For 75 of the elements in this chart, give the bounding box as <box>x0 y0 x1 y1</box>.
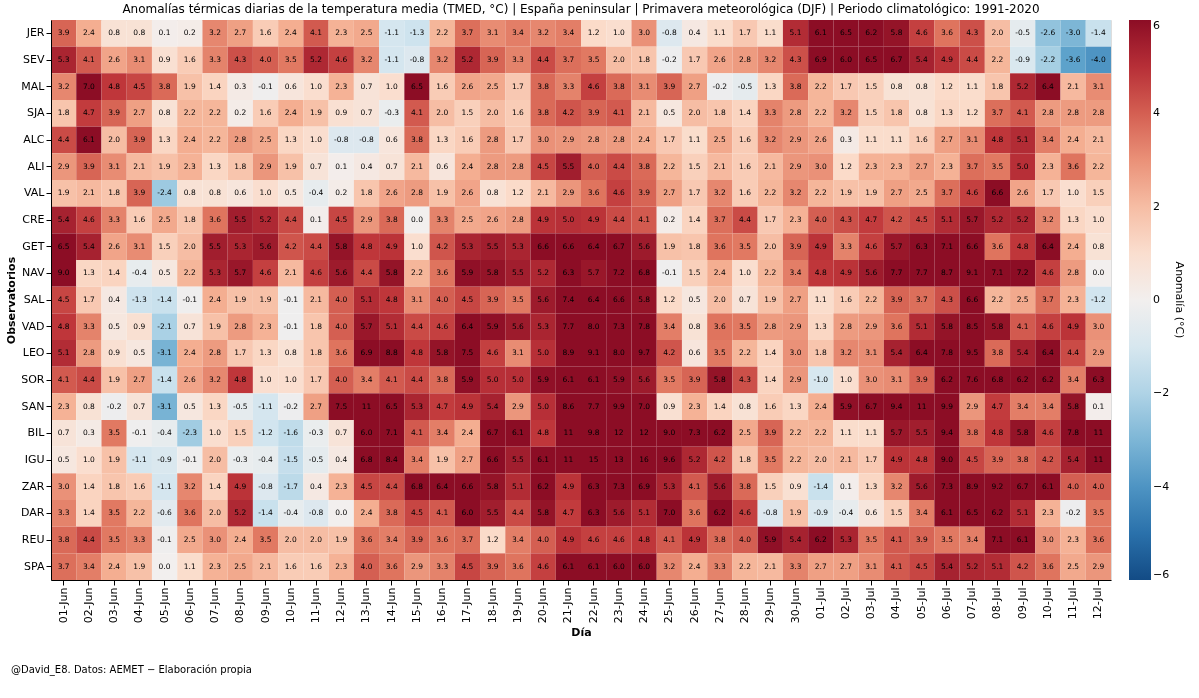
x-tick-label: 25-Jun <box>662 587 676 624</box>
y-tick-label: ALC <box>23 133 45 146</box>
y-tick-label: MAL <box>21 79 46 93</box>
x-tick-label: 12-Jun <box>334 587 348 624</box>
x-tick-label: 07-Jul <box>965 587 979 620</box>
x-tick-label: 17-Jun <box>460 587 474 624</box>
color-bar-label: 2 <box>1153 199 1160 213</box>
x-tick-label: 08-Jul <box>990 587 1004 620</box>
x-tick-label: 26-Jun <box>687 587 701 624</box>
x-tick-label: 22-Jun <box>586 587 600 624</box>
x-tick-label: 10-Jul <box>1040 587 1054 620</box>
y-tick-label: REU <box>21 533 45 546</box>
x-tick-label: 24-Jun <box>637 587 651 624</box>
x-tick-label: 28-Jun <box>738 587 752 624</box>
x-tick-label: 18-Jun <box>485 587 499 624</box>
x-tick-label: 27-Jun <box>712 587 726 624</box>
x-tick-label: 09-Jun <box>258 587 272 624</box>
x-tick-label: 05-Jun <box>157 587 171 624</box>
y-tick-label: SJA <box>26 106 45 120</box>
x-tick-label: 06-Jun <box>182 587 196 624</box>
x-tick-label: 09-Jul <box>1015 587 1029 620</box>
color-bar-label: −6 <box>1153 568 1170 581</box>
y-tick-label: DAR <box>21 506 45 520</box>
y-tick-label: SEV <box>23 53 45 66</box>
x-tick-label: 03-Jul <box>864 587 878 620</box>
y-tick-label: SAN <box>21 399 45 413</box>
x-tick-label: 04-Jun <box>132 587 146 624</box>
chart-title: Anomalías térmicas diarias de la temperatura media (TMED, °C) | España peninsular | Primavera meteorológica (DJF) | Periodo climatológico: 1991-2020 <box>122 2 1040 16</box>
x-tick-label: 21-Jun <box>561 587 575 624</box>
y-tick-label: NAV <box>21 266 45 280</box>
color-bar-label: 6 <box>1153 19 1160 32</box>
y-tick-label: LEO <box>22 346 45 360</box>
x-tick-label: 07-Jun <box>208 587 222 624</box>
x-tick-label: 11-Jul <box>1066 587 1080 620</box>
color-bar-label: 0 <box>1153 293 1160 306</box>
y-tick-label: SOR <box>21 373 45 386</box>
x-tick-label: 23-Jun <box>611 587 625 624</box>
color-bar-label: −4 <box>1153 479 1170 493</box>
y-axis-title: Observatorios <box>5 256 19 345</box>
x-tick-label: 14-Jun <box>384 587 398 624</box>
x-tick-label: 06-Jul <box>939 587 953 620</box>
y-tick-label: VAD <box>21 319 45 333</box>
x-tick-label: 01-Jul <box>813 587 827 620</box>
y-tick-label: GET <box>22 239 45 253</box>
x-tick-label: 05-Jul <box>914 587 928 620</box>
x-tick-label: 01-Jun <box>56 587 70 624</box>
y-tick-label: SPA <box>24 559 45 573</box>
x-tick-label: 12-Jul <box>1091 587 1105 620</box>
x-tick-label: 20-Jun <box>536 587 550 624</box>
y-tick-label: JER <box>25 26 45 40</box>
y-tick-label: IGU <box>24 453 45 466</box>
x-tick-label: 03-Jun <box>107 587 121 624</box>
x-tick-label: 16-Jun <box>435 587 449 624</box>
y-tick-label: BIL <box>27 426 46 440</box>
x-tick-label: 02-Jul <box>839 587 852 620</box>
x-tick-label: 19-Jun <box>510 587 524 624</box>
y-tick-label: ZAR <box>21 479 45 493</box>
x-tick-label: 08-Jun <box>233 587 247 624</box>
y-tick-label: SAL <box>23 293 46 306</box>
x-tick-label: 11-Jun <box>309 587 322 624</box>
x-tick-label: 15-Jun <box>409 587 423 624</box>
x-tick-label: 13-Jun <box>359 587 373 624</box>
y-tick-label: VAL <box>24 186 46 200</box>
x-tick-label: 10-Jun <box>283 587 297 624</box>
y-tick-label: CRE <box>22 213 45 226</box>
y-tick-label: ALI <box>27 159 45 173</box>
text: @David_E8. Datos: AEMET − Elaboración propia <box>11 664 252 676</box>
color-bar-label: −2 <box>1153 386 1170 400</box>
x-tick-label: 29-Jun <box>763 587 777 624</box>
color-bar-label: 4 <box>1153 106 1160 120</box>
x-tick-label: 04-Jul <box>889 587 903 620</box>
x-axis-title: Día <box>571 626 592 640</box>
color-bar-title: Anomalía (°C) <box>1173 261 1186 339</box>
x-tick-label: 02-Jun <box>81 587 95 624</box>
x-tick-label: 30-Jun <box>788 587 802 624</box>
